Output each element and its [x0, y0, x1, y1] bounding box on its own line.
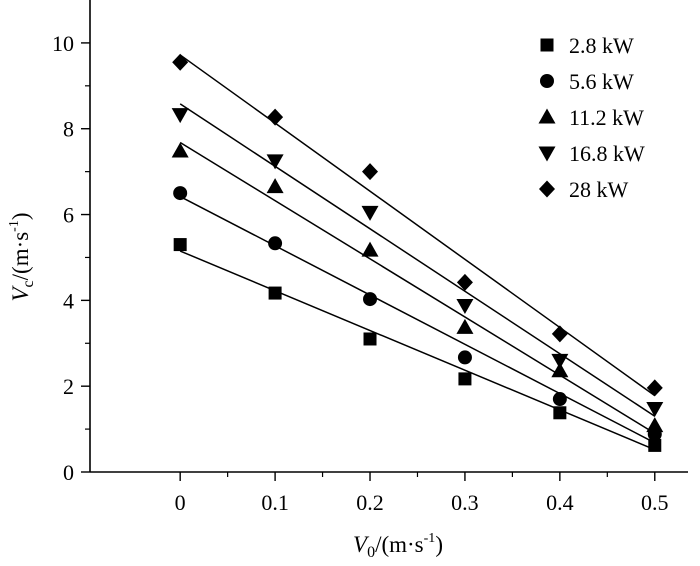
data-point-s2-4 — [551, 362, 569, 378]
legend-marker-4 — [539, 180, 555, 198]
data-point-s0-1 — [268, 286, 282, 300]
legend-label-2: 11.2 kW — [569, 105, 644, 130]
legend-marker-1 — [540, 74, 554, 88]
x-tick-label: 0.2 — [356, 490, 384, 515]
y-axis-label: Vc/(m·s-1) — [7, 212, 37, 301]
y-tick-label: 0 — [63, 460, 74, 485]
data-point-s0-0 — [173, 238, 187, 252]
y-tick-label: 10 — [52, 31, 74, 56]
x-tick-label: 0 — [175, 490, 186, 515]
data-point-s1-2 — [363, 292, 378, 307]
x-tick-label: 0.4 — [546, 490, 574, 515]
data-point-s3-5 — [646, 401, 664, 417]
data-points — [171, 53, 664, 452]
data-point-s2-0 — [171, 142, 189, 158]
data-point-s4-4 — [551, 325, 568, 343]
y-tick-label: 6 — [63, 203, 74, 228]
legend-label-4: 28 kW — [569, 177, 629, 202]
data-point-s0-2 — [363, 332, 377, 346]
data-point-s4-2 — [362, 163, 379, 181]
data-point-s0-3 — [458, 372, 472, 386]
legend-label-1: 5.6 kW — [569, 69, 634, 94]
data-point-s2-3 — [456, 318, 474, 334]
data-point-s2-1 — [266, 178, 284, 194]
data-point-s3-4 — [551, 353, 569, 369]
data-point-s4-5 — [646, 379, 663, 397]
x-tick-label: 0.3 — [451, 490, 479, 515]
y-tick-label: 8 — [63, 117, 74, 142]
legend-marker-2 — [538, 108, 556, 124]
legend-label-0: 2.8 kW — [569, 33, 634, 58]
data-point-s2-5 — [646, 417, 664, 433]
data-point-s1-3 — [457, 350, 472, 365]
fit-line-2 — [179, 141, 656, 435]
fit-line-0 — [179, 250, 656, 451]
fit-line-3 — [179, 103, 656, 417]
data-point-s3-3 — [456, 299, 474, 315]
y-tick-label: 2 — [63, 374, 74, 399]
data-point-s4-1 — [267, 108, 284, 126]
data-point-s1-1 — [268, 236, 283, 251]
x-tick-label: 0.1 — [261, 490, 289, 515]
data-point-s0-5 — [648, 438, 662, 452]
legend-marker-0 — [540, 38, 554, 52]
data-point-s3-2 — [361, 205, 379, 221]
fit-line-1 — [179, 195, 656, 444]
x-axis-label: V0/(m·s-1) — [353, 531, 443, 561]
data-point-s1-4 — [552, 392, 567, 407]
data-point-s3-0 — [171, 108, 189, 124]
legend-marker-3 — [538, 146, 556, 162]
axes: 0 0.1 0.2 0.3 0.4 0.5 0 2 4 6 8 10 — [52, 0, 688, 515]
data-point-s4-3 — [456, 273, 473, 291]
data-point-s1-0 — [173, 186, 188, 201]
data-point-s2-2 — [361, 241, 379, 257]
x-tick-label: 0.5 — [641, 490, 669, 515]
data-point-s3-1 — [266, 154, 284, 170]
fit-lines — [179, 54, 656, 451]
fit-line-4 — [179, 54, 656, 397]
data-point-s0-4 — [553, 406, 567, 420]
data-point-s4-0 — [172, 53, 189, 71]
legend: 2.8 kW 5.6 kW 11.2 kW 16.8 kW 28 kW — [538, 33, 645, 202]
y-tick-label: 4 — [63, 288, 74, 313]
legend-label-3: 16.8 kW — [569, 141, 645, 166]
